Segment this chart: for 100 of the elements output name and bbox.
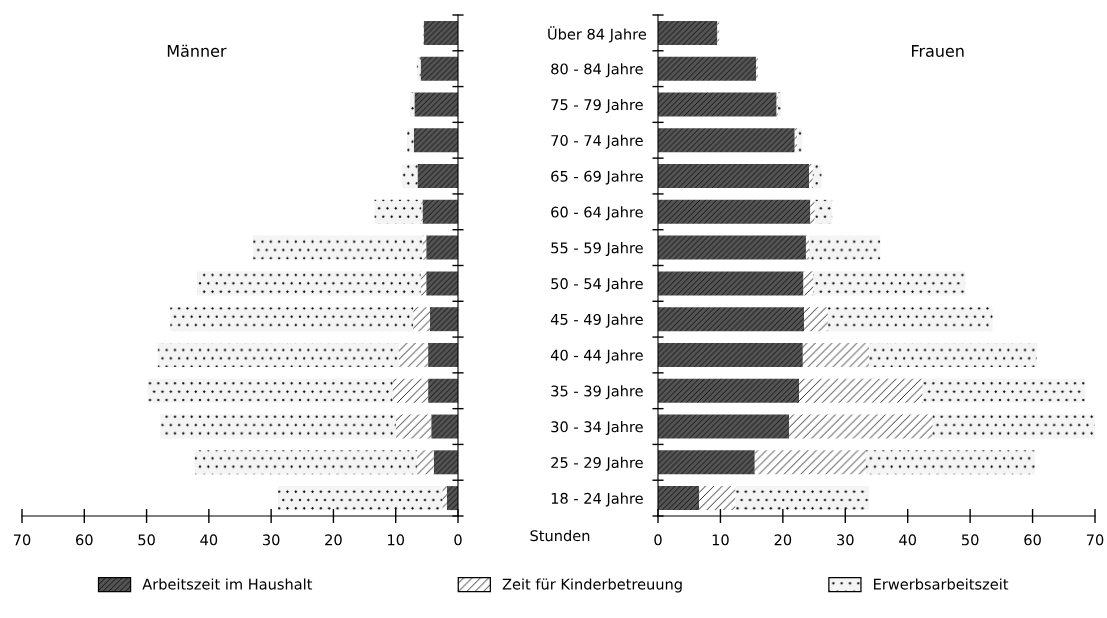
legend-label: Erwerbsarbeitszeit	[874, 578, 1009, 590]
bar	[658, 450, 755, 475]
y-tick-label: 18 - 24 Jahre	[551, 492, 643, 507]
y-tick-label: Über 84 Jahre	[548, 26, 647, 43]
bar	[374, 199, 422, 224]
y-tick-label: 55 - 59 Jahre	[551, 242, 643, 257]
bar	[658, 199, 811, 224]
x-tick-label: 70	[13, 534, 31, 546]
x-tick-label: 50	[138, 534, 155, 546]
y-tick-label: 75 - 79 Jahre	[551, 98, 643, 113]
y-tick-label: 40 - 44 Jahre	[550, 349, 643, 364]
bar	[392, 378, 429, 403]
bar	[442, 486, 447, 511]
x-tick-label: 60	[76, 534, 93, 546]
bar	[426, 271, 458, 296]
bar	[147, 378, 393, 403]
bar	[420, 271, 427, 296]
legend-label: Zeit für Kinderbetreuung	[502, 578, 682, 593]
bar	[414, 92, 458, 117]
bar	[658, 92, 777, 117]
y-tick-label: 65 - 69 Jahre	[551, 170, 643, 185]
bar	[809, 164, 813, 189]
x-tick-label: 20	[774, 534, 792, 546]
bar	[157, 342, 399, 367]
bar	[658, 378, 800, 403]
legend-label: Arbeitszeit im Haushalt	[142, 578, 313, 590]
bar	[658, 235, 806, 260]
bar	[735, 486, 870, 511]
bar	[658, 414, 790, 439]
bar	[658, 307, 805, 332]
bar	[416, 56, 421, 81]
bar	[422, 199, 458, 224]
bar	[170, 307, 414, 332]
bar	[803, 271, 814, 296]
bar	[810, 199, 815, 224]
y-tick-label: 35 - 39 Jahre	[551, 385, 643, 400]
bar	[658, 56, 757, 81]
x-tick-label: 0	[454, 534, 462, 546]
bar	[804, 307, 828, 332]
bar	[429, 307, 458, 332]
bar	[922, 378, 1086, 403]
bar	[395, 414, 432, 439]
bar	[658, 164, 810, 189]
bar	[413, 128, 458, 153]
bar	[813, 271, 966, 296]
bar	[197, 271, 421, 296]
bar	[194, 450, 417, 475]
bar	[417, 164, 458, 189]
x-tick-label: 30	[837, 534, 854, 546]
bar	[277, 486, 443, 511]
bar	[431, 414, 458, 439]
bar	[420, 56, 458, 81]
x-tick-label: 50	[961, 534, 979, 546]
bar	[799, 378, 923, 403]
bar	[406, 128, 414, 153]
bar	[802, 342, 870, 367]
bar	[699, 486, 736, 511]
bar	[658, 271, 804, 296]
bar	[433, 450, 458, 475]
bar	[797, 128, 803, 153]
bar	[410, 92, 415, 117]
bar	[428, 342, 458, 367]
y-tick-label: 30 - 34 Jahre	[551, 421, 643, 435]
bar	[413, 307, 430, 332]
bar	[812, 164, 822, 189]
bar	[658, 486, 700, 511]
bar	[426, 235, 458, 260]
bar	[253, 235, 423, 260]
bar	[789, 414, 933, 439]
y-tick-label: 70 - 74 Jahre	[551, 134, 643, 149]
y-tick-label: 25 - 29 Jahre	[551, 456, 643, 471]
x-tick-label: 40	[899, 534, 917, 546]
bar	[658, 20, 718, 45]
y-tick-label: 45 - 49 Jahre	[550, 313, 643, 328]
text: Männer	[167, 44, 227, 57]
bar	[754, 450, 866, 475]
bar	[423, 20, 458, 45]
bar	[869, 342, 1037, 367]
bar	[658, 128, 795, 153]
bar	[428, 378, 458, 403]
bar	[422, 235, 427, 260]
bar	[932, 414, 1095, 439]
bar	[398, 342, 429, 367]
x-tick-label: 70	[1086, 534, 1104, 546]
x-tick-label: 10	[388, 534, 405, 546]
bar	[658, 342, 803, 367]
bar	[827, 307, 993, 332]
text: Stunden	[530, 529, 590, 542]
bar	[809, 235, 881, 260]
x-tick-label: 30	[262, 534, 280, 546]
bar	[805, 235, 810, 260]
x-tick-label: 40	[200, 534, 218, 546]
y-tick-label: 60 - 64 Jahre	[551, 206, 643, 221]
x-tick-label: 60	[1024, 534, 1041, 546]
bar	[401, 164, 418, 189]
bar	[160, 414, 396, 439]
text: Frauen	[912, 45, 964, 57]
bar	[865, 450, 1036, 475]
bar	[416, 450, 434, 475]
y-tick-label: 50 - 54 Jahre	[551, 277, 643, 292]
